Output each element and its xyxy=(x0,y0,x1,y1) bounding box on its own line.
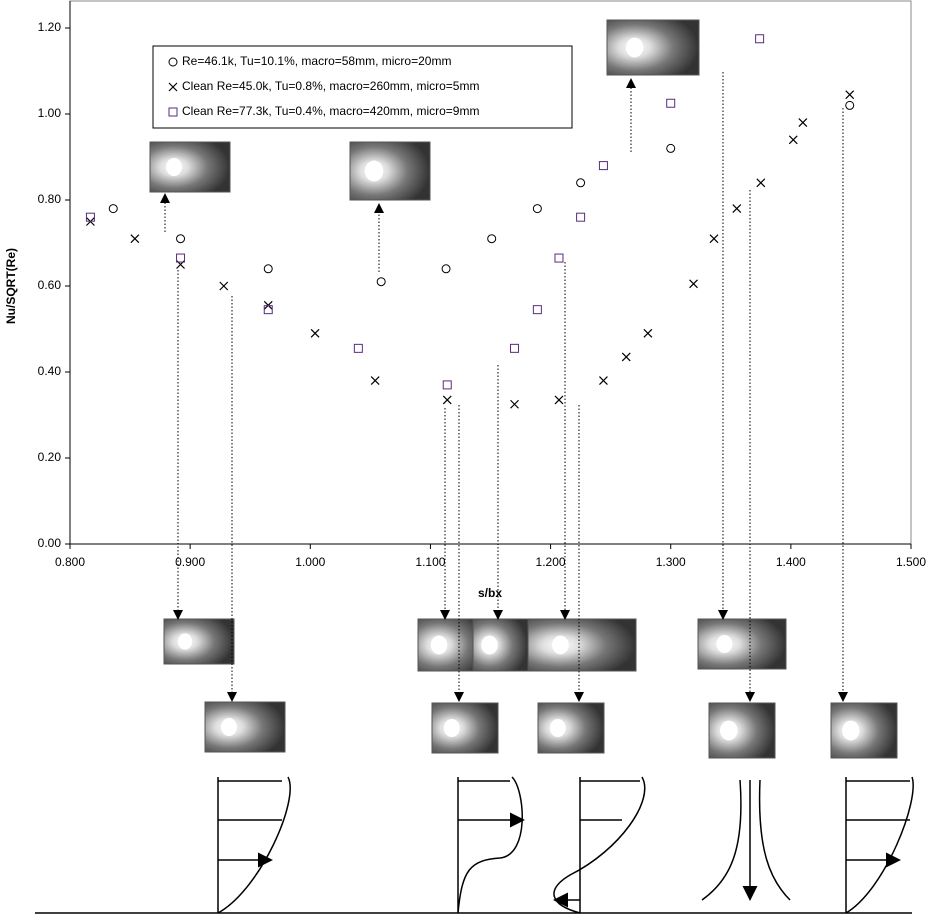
marker xyxy=(690,280,698,288)
y-tick-label: 0.60 xyxy=(38,278,62,292)
marker xyxy=(131,235,139,243)
marker xyxy=(555,396,563,404)
marker xyxy=(846,101,854,109)
x-tick-label: 1.500 xyxy=(896,555,926,569)
marker xyxy=(177,235,185,243)
diagram-layer xyxy=(150,20,897,758)
marker xyxy=(377,278,385,286)
photo-spot xyxy=(842,721,860,741)
photo-inset xyxy=(164,619,234,664)
photo-inset xyxy=(698,619,786,669)
photo-spot xyxy=(481,636,498,655)
marker xyxy=(555,254,563,262)
photo-inset xyxy=(831,703,897,758)
marker xyxy=(354,344,362,352)
marker xyxy=(443,381,451,389)
x-tick-label: 1.200 xyxy=(536,555,566,569)
x-tick-label: 1.000 xyxy=(295,555,325,569)
marker xyxy=(599,162,607,170)
marker xyxy=(264,265,272,273)
legend-label: Clean Re=77.3k, Tu=0.4%, macro=420mm, mi… xyxy=(182,104,479,118)
y-tick-label: 1.20 xyxy=(38,20,62,34)
y-tick-label: 0.40 xyxy=(38,364,62,378)
photo-spot xyxy=(365,161,384,182)
photo-spot xyxy=(444,719,460,737)
marker xyxy=(371,377,379,385)
marker xyxy=(533,205,541,213)
marker xyxy=(667,144,675,152)
photo-spot xyxy=(716,635,732,653)
photo-spot xyxy=(221,718,237,736)
marker xyxy=(756,35,764,43)
photo-spot xyxy=(166,158,182,176)
velocity-profiles xyxy=(218,777,913,913)
marker xyxy=(757,179,765,187)
photo-inset xyxy=(538,703,604,753)
x-tick-label: 1.400 xyxy=(776,555,806,569)
photo-spot xyxy=(178,633,192,649)
y-tick-label: 0.00 xyxy=(38,536,62,550)
marker xyxy=(599,377,607,385)
photo-inset xyxy=(350,142,430,200)
legend-label: Re=46.1k, Tu=10.1%, macro=58mm, micro=20… xyxy=(182,54,451,68)
photo-spot xyxy=(431,636,448,655)
photo-spot xyxy=(720,721,738,741)
profile xyxy=(554,777,645,913)
profile xyxy=(458,777,522,913)
x-axis-label: s/bx xyxy=(478,586,502,600)
marker xyxy=(511,344,519,352)
x-tick-label: 1.100 xyxy=(415,555,445,569)
marker xyxy=(710,235,718,243)
x-tick-label: 0.800 xyxy=(55,555,85,569)
marker xyxy=(511,400,519,408)
photo-inset xyxy=(709,703,775,758)
marker xyxy=(220,282,228,290)
photo-spot xyxy=(626,38,644,58)
marker xyxy=(667,99,675,107)
marker xyxy=(442,265,450,273)
photo-inset xyxy=(432,703,498,753)
marker xyxy=(846,91,854,99)
x-tick-label: 0.900 xyxy=(175,555,205,569)
marker xyxy=(577,213,585,221)
photo-inset xyxy=(205,702,285,752)
marker xyxy=(799,119,807,127)
marker xyxy=(644,329,652,337)
profile-arrows xyxy=(846,781,910,860)
marker xyxy=(443,396,451,404)
marker xyxy=(264,306,272,314)
y-axis-label: Nu/SQRT(Re) xyxy=(4,248,18,324)
profile xyxy=(702,780,790,900)
photo-spot xyxy=(550,719,566,737)
x-tick-label: 1.300 xyxy=(656,555,686,569)
marker xyxy=(488,235,496,243)
legend-label: Clean Re=45.0k, Tu=0.8%, macro=260mm, mi… xyxy=(182,79,479,93)
marker xyxy=(109,205,117,213)
photo-inset xyxy=(528,619,636,671)
marker xyxy=(311,329,319,337)
marker xyxy=(789,136,797,144)
marker xyxy=(533,306,541,314)
marker xyxy=(86,213,94,221)
marker xyxy=(177,254,185,262)
marker xyxy=(577,179,585,187)
photo-spot xyxy=(552,636,569,655)
profile-arrows xyxy=(458,781,522,820)
y-tick-label: 1.00 xyxy=(38,106,62,120)
profile xyxy=(218,777,290,913)
y-tick-label: 0.80 xyxy=(38,192,62,206)
photo-inset xyxy=(607,20,699,75)
marker xyxy=(733,205,741,213)
photo-inset xyxy=(150,142,230,192)
marker xyxy=(622,353,630,361)
y-tick-label: 0.20 xyxy=(38,450,62,464)
chart: Nu/SQRT(Re) s/bx 0.800 0.900 1.000 1.100 1.2… xyxy=(0,0,934,915)
profile-arrows xyxy=(556,781,640,900)
profile xyxy=(846,777,913,913)
